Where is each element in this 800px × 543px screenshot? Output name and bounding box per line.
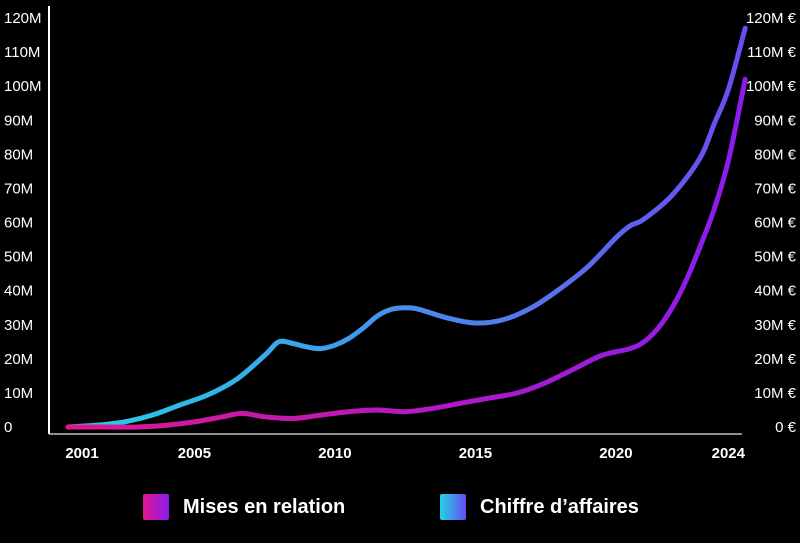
y-right-tick-4: 40M €: [754, 283, 796, 300]
x-tick-3: 2015: [459, 445, 492, 462]
y-right-tick-1: 10M €: [754, 385, 796, 402]
legend-swatch-mises-en-relation: [143, 494, 169, 520]
y-left-tick-0: 0: [4, 419, 12, 436]
y-right-tick-3: 30M €: [754, 317, 796, 334]
y-right-tick-12: 120M €: [746, 10, 797, 27]
y-left-tick-7: 70M: [4, 180, 33, 197]
y-right-tick-7: 70M €: [754, 180, 796, 197]
y-left-tick-5: 50M: [4, 249, 33, 266]
legend-item-chiffre-affaires: Chiffre d’affaires: [440, 494, 639, 520]
y-right-tick-6: 60M €: [754, 215, 796, 232]
x-tick-0: 2001: [65, 445, 98, 462]
y-left-tick-12: 120M: [4, 10, 42, 27]
x-tick-5: 2024: [712, 445, 746, 462]
x-tick-2: 2010: [318, 445, 351, 462]
y-right-tick-0: 0 €: [775, 419, 797, 436]
y-right-tick-2: 20M €: [754, 351, 796, 368]
x-tick-labels: 2001 2005 2010 2015 2020 2024: [65, 445, 745, 462]
y-left-tick-10: 100M: [4, 78, 42, 95]
y-left-tick-6: 60M: [4, 215, 33, 232]
y-right-tick-11: 110M €: [747, 44, 797, 61]
y-left-tick-1: 10M: [4, 385, 33, 402]
y-right-tick-labels: 0 € 10M € 20M € 30M € 40M € 50M € 60M € 70M € 80…: [746, 10, 797, 436]
x-tick-4: 2020: [599, 445, 632, 462]
y-left-tick-11: 110M: [4, 44, 40, 61]
y-left-tick-4: 40M: [4, 283, 33, 300]
y-right-tick-8: 80M €: [754, 146, 796, 163]
y-left-tick-9: 90M: [4, 112, 33, 129]
x-tick-1: 2005: [178, 445, 211, 462]
legend-swatch-chiffre-affaires: [440, 494, 466, 520]
legend-label-chiffre-affaires: Chiffre d’affaires: [480, 495, 639, 518]
y-left-tick-2: 20M: [4, 351, 33, 368]
y-left-tick-3: 30M: [4, 317, 33, 334]
series-line-mises-en-relation: [65, 76, 748, 430]
y-right-tick-5: 50M €: [754, 249, 796, 266]
y-left-tick-8: 80M: [4, 146, 33, 163]
y-right-tick-9: 90M €: [754, 112, 796, 129]
legend-item-mises-en-relation: Mises en relation: [143, 494, 345, 520]
y-right-tick-10: 100M €: [746, 78, 797, 95]
y-left-tick-labels: 0 10M 20M 30M 40M 50M 60M 70M 80M 90M 100M 110M 120M: [4, 10, 42, 436]
series-line-chiffre-affaires: [65, 25, 748, 430]
legend-label-mises-en-relation: Mises en relation: [183, 495, 346, 518]
legend: Mises en relation Chiffre d’affaires: [0, 494, 800, 526]
